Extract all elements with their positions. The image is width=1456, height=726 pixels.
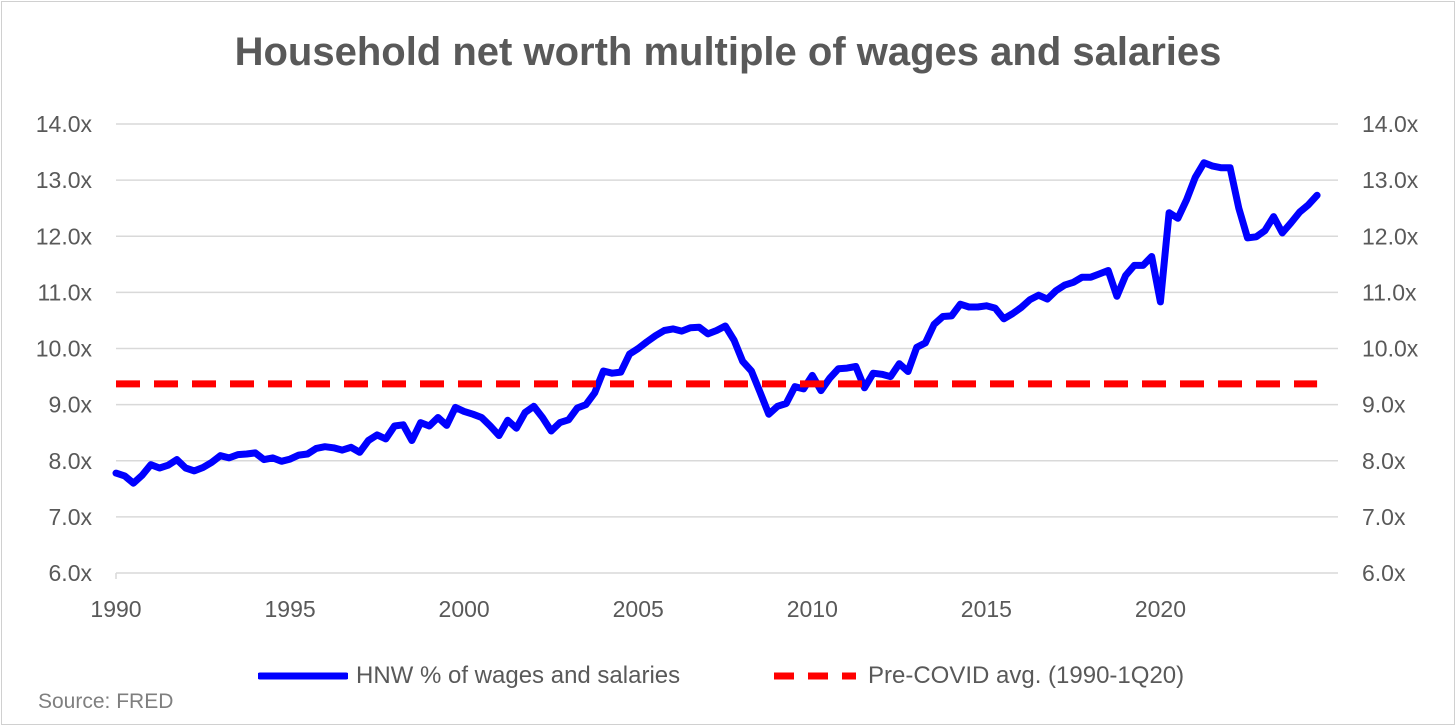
x-tick-label: 2005 xyxy=(613,596,664,622)
legend-swatch-dashed xyxy=(774,672,856,680)
x-tick-label: 1990 xyxy=(90,596,141,622)
source-note: Source: FRED xyxy=(38,690,174,713)
y-tick-label-left: 8.0x xyxy=(49,448,93,474)
legend-label-avg: Pre-COVID avg. (1990-1Q20) xyxy=(868,662,1185,689)
legend-swatch-solid xyxy=(258,672,348,680)
y-tick-label-right: 8.0x xyxy=(1362,448,1406,474)
x-axis: 1990 1995 2000 2005 2010 2015 2020 xyxy=(90,573,1186,622)
y-tick-label-right: 12.0x xyxy=(1362,223,1419,249)
y-tick-label-left: 11.0x xyxy=(37,279,92,305)
chart-title: Household net worth multiple of wages an… xyxy=(234,30,1222,74)
legend: HNW % of wages and salaries Pre-COVID av… xyxy=(0,658,1456,694)
x-tick-label: 2000 xyxy=(439,596,490,622)
y-tick-label-left: 10.0x xyxy=(36,336,93,362)
y-tick-label-right: 10.0x xyxy=(1362,336,1419,362)
y-tick-label-right: 11.0x xyxy=(1362,279,1417,305)
y-tick-label-left: 14.0x xyxy=(36,111,93,137)
x-tick-label: 2020 xyxy=(1135,596,1186,622)
legend-item-avg: Pre-COVID avg. (1990-1Q20) xyxy=(770,658,1184,694)
x-tick-label: 1995 xyxy=(264,596,315,622)
y-tick-label-left: 13.0x xyxy=(36,167,93,193)
y-tick-label-left: 12.0x xyxy=(36,223,93,249)
gridlines xyxy=(116,123,1338,574)
y-tick-label-right: 13.0x xyxy=(1362,167,1419,193)
y-tick-label-right: 6.0x xyxy=(1362,560,1406,586)
legend-label-hnw: HNW % of wages and salaries xyxy=(356,662,681,689)
y-tick-label-right: 7.0x xyxy=(1362,504,1406,530)
x-tick-label: 2015 xyxy=(961,596,1012,622)
x-tick-label: 2010 xyxy=(787,596,838,622)
y-tick-label-left: 6.0x xyxy=(49,560,93,586)
y-axis-left: 6.0x 7.0x 8.0x 9.0x 10.0x 11.0x 12.0x 13.0x 14.0… xyxy=(36,111,93,586)
series-lines xyxy=(112,159,1321,487)
y-tick-label-right: 14.0x xyxy=(1362,111,1419,137)
y-tick-label-left: 7.0x xyxy=(49,504,93,530)
y-tick-label-left: 9.0x xyxy=(49,392,93,418)
y-axis-right: 6.0x 7.0x 8.0x 9.0x 10.0x 11.0x 12.0x 13.0x 14.0… xyxy=(1362,111,1419,586)
legend-item-hnw: HNW % of wages and salaries xyxy=(258,658,680,694)
y-tick-label-right: 9.0x xyxy=(1362,392,1406,418)
series-line-hnw xyxy=(112,159,1321,487)
